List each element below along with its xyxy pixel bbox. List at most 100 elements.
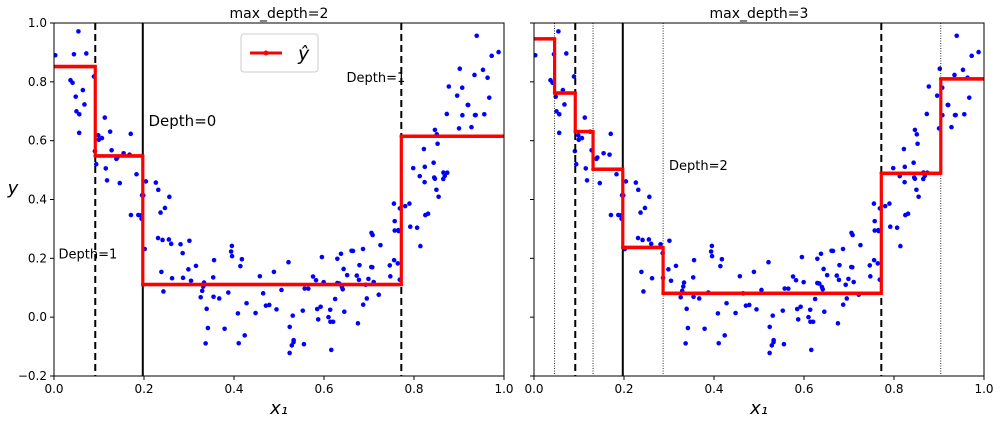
data-point — [867, 263, 873, 268]
data-point — [211, 294, 216, 300]
data-point — [667, 238, 672, 244]
data-point — [432, 127, 438, 133]
data-point — [616, 212, 621, 218]
data-point — [228, 249, 234, 254]
data-point — [914, 132, 920, 137]
data-point — [80, 87, 86, 93]
data-point — [875, 261, 881, 266]
y-tick-label: 1.0 — [28, 16, 47, 30]
data-point — [96, 137, 102, 143]
data-point — [368, 264, 374, 270]
data-point — [824, 272, 830, 278]
data-point — [829, 248, 834, 254]
data-point — [849, 230, 854, 236]
data-point — [71, 51, 77, 57]
data-point — [691, 294, 696, 300]
data-point — [313, 277, 319, 283]
data-point — [766, 259, 771, 265]
prediction-marker — [501, 134, 504, 139]
data-point — [402, 203, 408, 209]
data-point — [287, 350, 292, 356]
data-point — [969, 53, 975, 59]
prediction-marker — [937, 171, 942, 176]
y-tick-label: 0.6 — [28, 134, 47, 148]
data-point — [949, 124, 954, 130]
data-point — [926, 84, 932, 89]
data-point — [238, 263, 243, 269]
data-point — [771, 337, 776, 343]
data-point — [868, 274, 873, 279]
data-point — [751, 269, 757, 275]
data-point — [821, 266, 826, 272]
data-point — [819, 284, 825, 290]
x-tick-label: 0.8 — [404, 382, 423, 396]
data-point — [806, 314, 811, 320]
data-point — [743, 377, 748, 382]
data-point — [718, 263, 723, 269]
data-point — [180, 275, 186, 281]
data-point — [786, 286, 791, 291]
data-point — [454, 93, 460, 98]
data-point — [169, 275, 175, 281]
y-axis-label: y — [7, 178, 19, 199]
x-tick-label: 0.6 — [314, 382, 333, 396]
data-point — [388, 274, 393, 279]
data-point — [431, 160, 436, 166]
data-point — [479, 2, 484, 7]
prediction-marker — [590, 129, 595, 134]
data-point — [554, 109, 559, 114]
x-tick-label: 0.4 — [224, 382, 243, 396]
data-point — [840, 246, 846, 252]
data-point — [776, 391, 781, 396]
data-point — [945, 102, 951, 108]
data-point — [902, 164, 908, 170]
data-point — [871, 201, 877, 206]
prediction-line — [54, 64, 504, 287]
data-point — [76, 112, 82, 117]
data-point — [244, 300, 249, 306]
data-point — [76, 29, 81, 34]
data-point — [724, 300, 729, 306]
data-point — [159, 269, 164, 275]
subplot-1: 0.0 0.2 0.4 0.6 0.8 1.0−0.20.00.20.40.60.81.0… — [7, 2, 514, 419]
data-point — [302, 286, 307, 291]
data-point — [702, 326, 707, 332]
data-point — [396, 227, 401, 233]
legend-label: ŷ — [297, 43, 310, 65]
data-point — [410, 165, 416, 171]
data-point — [335, 256, 340, 262]
data-point — [871, 257, 877, 263]
x-tick-label: 0.4 — [704, 382, 723, 396]
data-point — [187, 238, 192, 244]
annotation-label: Depth=1 — [59, 247, 118, 262]
data-point — [959, 2, 964, 7]
data-point — [96, 133, 101, 138]
data-point — [894, 225, 900, 231]
data-point — [239, 256, 245, 262]
data-point — [914, 187, 919, 193]
data-point — [680, 284, 686, 289]
data-point — [193, 263, 199, 269]
data-point — [160, 237, 165, 243]
data-point — [327, 307, 333, 313]
data-point — [158, 210, 163, 215]
data-point — [912, 127, 918, 133]
x-tick-label: 0.8 — [884, 382, 903, 396]
data-point — [872, 218, 877, 224]
data-point — [423, 212, 428, 218]
data-point — [902, 179, 907, 185]
data-point — [434, 187, 439, 193]
data-point — [128, 212, 134, 218]
data-point — [444, 170, 450, 175]
data-point — [640, 237, 645, 243]
data-point — [924, 111, 930, 117]
data-point — [639, 269, 644, 275]
data-point — [205, 325, 211, 331]
data-point — [263, 377, 268, 382]
data-point — [790, 274, 796, 279]
data-point — [103, 166, 109, 171]
data-point — [161, 289, 166, 294]
data-point — [638, 210, 643, 215]
data-point — [836, 277, 842, 283]
data-point — [260, 291, 266, 296]
